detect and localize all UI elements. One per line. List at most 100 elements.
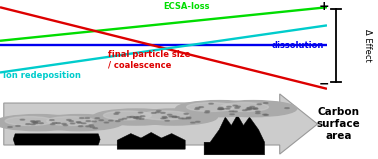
Circle shape — [122, 118, 127, 119]
Circle shape — [169, 116, 174, 117]
Circle shape — [20, 119, 25, 120]
Circle shape — [56, 123, 60, 124]
Circle shape — [226, 108, 230, 109]
Circle shape — [218, 107, 223, 108]
Circle shape — [191, 122, 195, 123]
Circle shape — [247, 107, 251, 108]
Circle shape — [230, 114, 234, 115]
Circle shape — [263, 103, 268, 104]
Circle shape — [139, 118, 144, 119]
Circle shape — [264, 114, 268, 115]
Circle shape — [219, 108, 223, 109]
Circle shape — [250, 106, 254, 107]
Text: Δ Effect: Δ Effect — [363, 29, 372, 62]
Circle shape — [109, 120, 113, 121]
Circle shape — [155, 112, 160, 113]
Circle shape — [79, 126, 83, 127]
Circle shape — [176, 101, 263, 117]
Circle shape — [167, 114, 172, 115]
Circle shape — [254, 108, 258, 109]
Circle shape — [92, 121, 96, 122]
Circle shape — [95, 118, 99, 119]
Circle shape — [247, 108, 252, 109]
Circle shape — [179, 118, 183, 119]
Circle shape — [251, 108, 256, 109]
Circle shape — [263, 114, 267, 115]
Circle shape — [227, 106, 231, 107]
Text: −: − — [319, 78, 329, 91]
Circle shape — [218, 108, 222, 109]
Polygon shape — [117, 132, 185, 149]
Circle shape — [233, 111, 237, 112]
Circle shape — [47, 117, 94, 125]
Circle shape — [93, 109, 180, 125]
Text: ECSA-loss: ECSA-loss — [163, 2, 210, 11]
Circle shape — [141, 111, 189, 120]
Circle shape — [119, 119, 123, 120]
Circle shape — [36, 121, 40, 122]
Circle shape — [256, 111, 260, 112]
Circle shape — [196, 107, 200, 108]
Circle shape — [115, 112, 120, 113]
Circle shape — [161, 118, 165, 119]
Circle shape — [141, 116, 145, 117]
Circle shape — [218, 109, 222, 110]
Circle shape — [229, 111, 234, 112]
Circle shape — [39, 123, 43, 124]
Circle shape — [221, 103, 268, 111]
Circle shape — [89, 125, 94, 126]
Circle shape — [82, 123, 86, 124]
Text: final particle size
/ coalescence: final particle size / coalescence — [108, 50, 190, 69]
Circle shape — [63, 125, 68, 126]
Circle shape — [182, 118, 187, 119]
Circle shape — [196, 121, 200, 122]
Circle shape — [133, 117, 137, 118]
Circle shape — [137, 117, 141, 118]
Circle shape — [161, 112, 165, 113]
Circle shape — [247, 109, 251, 110]
Circle shape — [77, 122, 82, 123]
Circle shape — [209, 103, 213, 104]
Circle shape — [163, 117, 167, 118]
Circle shape — [70, 123, 75, 124]
Polygon shape — [13, 134, 100, 145]
Text: +: + — [318, 0, 329, 13]
Polygon shape — [204, 115, 265, 155]
Circle shape — [186, 118, 191, 119]
Circle shape — [8, 127, 12, 128]
Circle shape — [31, 124, 35, 125]
Circle shape — [134, 118, 138, 119]
Circle shape — [233, 105, 237, 106]
Circle shape — [257, 104, 262, 105]
Circle shape — [195, 109, 199, 110]
Circle shape — [99, 120, 104, 121]
Circle shape — [236, 106, 240, 107]
Circle shape — [36, 115, 123, 131]
Circle shape — [253, 108, 257, 109]
Circle shape — [172, 116, 177, 117]
Circle shape — [184, 113, 188, 114]
Circle shape — [256, 113, 260, 114]
Text: dissolution: dissolution — [271, 41, 324, 50]
Circle shape — [205, 111, 210, 112]
Circle shape — [134, 117, 138, 118]
Circle shape — [104, 111, 151, 120]
Polygon shape — [4, 94, 318, 154]
Circle shape — [187, 103, 234, 111]
Circle shape — [130, 116, 134, 117]
Text: Carbon
surface
area: Carbon surface area — [316, 107, 360, 141]
Circle shape — [116, 121, 120, 122]
Circle shape — [175, 117, 179, 118]
Circle shape — [93, 128, 98, 129]
Circle shape — [186, 117, 191, 118]
Circle shape — [34, 123, 38, 124]
Circle shape — [165, 120, 169, 121]
Circle shape — [136, 118, 141, 119]
Circle shape — [127, 117, 131, 118]
Circle shape — [50, 120, 54, 121]
Circle shape — [86, 126, 90, 127]
Circle shape — [235, 107, 239, 108]
Circle shape — [172, 117, 177, 118]
Circle shape — [246, 109, 250, 110]
Circle shape — [138, 112, 143, 113]
